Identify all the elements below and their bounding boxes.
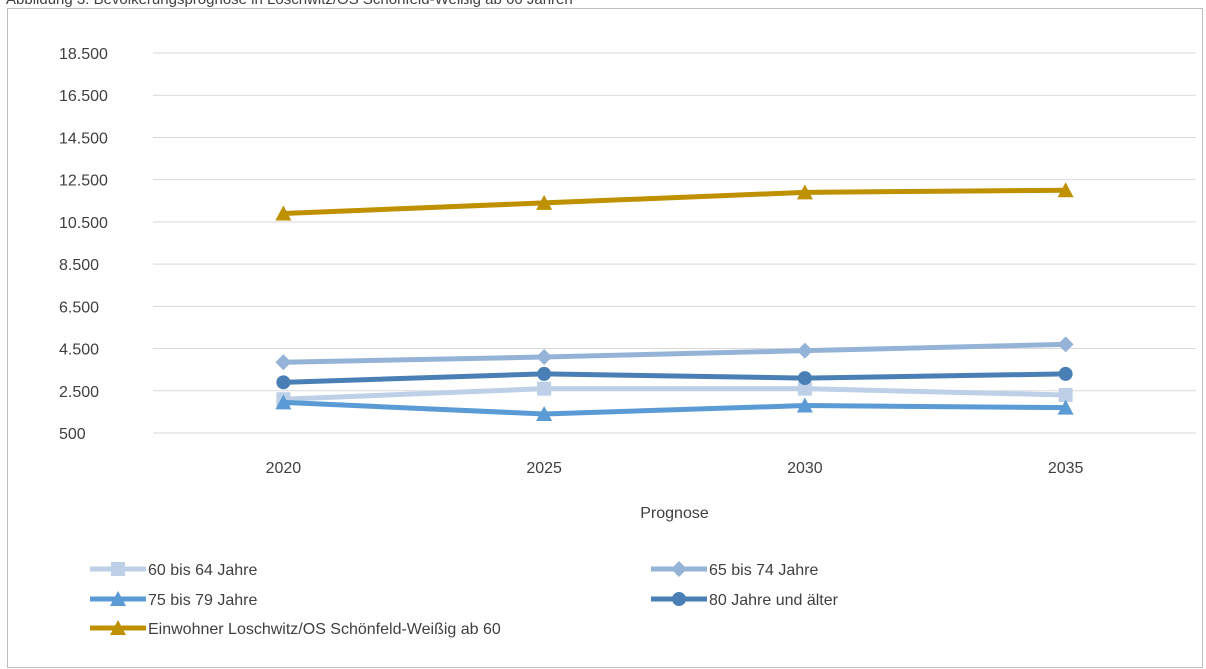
y-tick-label: 4.500: [59, 342, 99, 359]
series-lines: [275, 182, 1074, 421]
x-axis: 2020 2025 2030 2035: [266, 460, 1084, 477]
x-tick-label: 2020: [266, 460, 302, 477]
y-tick-label: 14.500: [59, 130, 108, 147]
data-point: [1058, 366, 1073, 381]
legend-label: 60 bis 64 Jahre: [148, 562, 258, 579]
data-point: [796, 184, 813, 200]
data-point: [110, 620, 126, 635]
data-point: [537, 381, 552, 396]
data-point: [1058, 388, 1073, 402]
legend-item: 75 bis 79 Jahre: [90, 591, 258, 609]
y-tick-label: 18.500: [59, 46, 108, 63]
data-point: [797, 381, 812, 396]
y-tick-label: 16.500: [59, 88, 108, 105]
series-line: [283, 371, 1066, 385]
data-point: [276, 375, 291, 390]
series-line: [283, 187, 1066, 216]
gridlines: [153, 52, 1196, 434]
y-tick-label: 2.500: [59, 384, 99, 401]
series-line: [283, 399, 1066, 417]
y-tick-label: 12.500: [59, 173, 108, 190]
x-tick-label: 2025: [526, 460, 562, 477]
data-point: [671, 561, 687, 577]
data-point: [536, 349, 553, 365]
x-tick-label: 2030: [787, 460, 823, 477]
data-point: [275, 394, 292, 410]
y-tick-label: 500: [59, 426, 86, 443]
data-point: [536, 194, 553, 210]
series: [276, 366, 1073, 390]
legend: 60 bis 64 Jahre 65 bis 74 Jahre 75 bis 79 …: [90, 561, 839, 638]
line-chart: 500 2.500 4.500 6.500 8.500 10.500 12.500 14.50…: [59, 46, 1196, 638]
legend-label: 65 bis 74 Jahre: [709, 562, 819, 579]
data-point: [797, 371, 812, 386]
legend-label: Einwohner Loschwitz/OS Schönfeld-Weißig …: [148, 621, 501, 638]
legend-item: 65 bis 74 Jahre: [651, 561, 819, 579]
series: [275, 336, 1074, 371]
series: [275, 394, 1074, 421]
series-line: [283, 386, 1066, 402]
series: [276, 381, 1073, 407]
data-point: [111, 562, 125, 576]
y-tick-label: 10.500: [59, 215, 108, 232]
data-point: [672, 592, 686, 606]
y-tick-label: 6.500: [59, 299, 99, 316]
data-point: [536, 406, 553, 421]
y-tick-label: 8.500: [59, 257, 99, 274]
series-line: [283, 341, 1066, 365]
data-point: [275, 354, 292, 371]
data-point: [1057, 182, 1074, 198]
chart-area: 500 2.500 4.500 6.500 8.500 10.500 12.500 14.50…: [7, 8, 1203, 668]
legend-item: 80 Jahre und älter: [651, 592, 839, 609]
legend-item: 60 bis 64 Jahre: [90, 562, 258, 579]
y-axis: 500 2.500 4.500 6.500 8.500 10.500 12.500 14.50…: [59, 46, 108, 443]
x-tick-label: 2035: [1048, 460, 1084, 477]
legend-label: 80 Jahre und älter: [709, 592, 839, 609]
data-point: [796, 342, 813, 359]
legend-label: 75 bis 79 Jahre: [148, 592, 258, 609]
x-axis-title: Prognose: [640, 505, 709, 522]
data-point: [1057, 336, 1074, 353]
legend-item: Einwohner Loschwitz/OS Schönfeld-Weißig …: [90, 620, 501, 638]
data-point: [537, 366, 552, 381]
data-point: [796, 397, 813, 413]
series: [275, 182, 1074, 221]
data-point: [1057, 399, 1074, 415]
figure-caption: Abbildung 3: Bevölkerungsprognose in Los…: [6, 0, 573, 8]
data-point: [275, 205, 292, 221]
data-point: [110, 591, 126, 606]
